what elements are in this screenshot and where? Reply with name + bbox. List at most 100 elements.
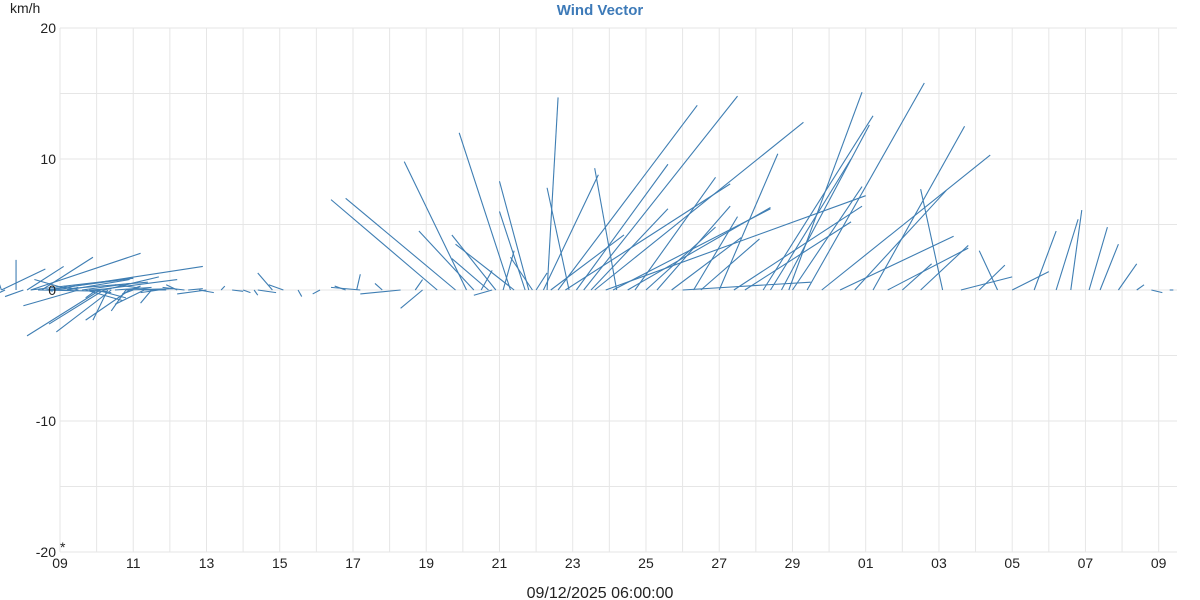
- x-tick-label: 07: [1078, 555, 1094, 571]
- wind-vector-line: [312, 289, 321, 295]
- wind-vector-line: [48, 289, 105, 325]
- x-tick-label: 05: [1004, 555, 1020, 571]
- wind-vector-line: [565, 183, 731, 291]
- wind-vector-line: [41, 256, 94, 291]
- wind-vector-line: [56, 289, 112, 333]
- x-tick-label: 01: [858, 555, 874, 571]
- wind-vector-line: [634, 177, 716, 291]
- wind-vector-line: [114, 284, 156, 291]
- wind-vector-line: [85, 289, 130, 321]
- wind-vector-line: [920, 245, 969, 291]
- wind-vector-line: [0, 284, 2, 291]
- wind-vector-line: [821, 154, 991, 291]
- wind-vector-line: [480, 270, 493, 291]
- wind-vector-line: [645, 226, 716, 291]
- wind-vector-line: [403, 161, 468, 291]
- wind-vector-line: [414, 279, 424, 291]
- wind-vector-line: [220, 285, 226, 291]
- wind-vector-line: [188, 288, 203, 291]
- wind-vector-line: [1117, 263, 1138, 291]
- wind-vector-line: [792, 186, 863, 291]
- wind-vector-line: [455, 243, 515, 291]
- wind-vector-line: [458, 132, 511, 291]
- wind-vector-line: [297, 289, 303, 297]
- wind-vector-line: [114, 289, 145, 305]
- wind-vector-line: [605, 195, 866, 291]
- wind-vector-line: [67, 286, 79, 291]
- wind-vector-line: [400, 289, 423, 309]
- x-tick-label: 29: [785, 555, 801, 571]
- wind-vector-line: [1151, 289, 1163, 294]
- wind-vector-line: [257, 289, 277, 294]
- wind-vector-line: [1033, 230, 1057, 291]
- wind-vector-line: [30, 252, 141, 291]
- wind-vector-line: [1, 268, 46, 291]
- wind-vector-line: [81, 282, 130, 291]
- wind-vector-line: [583, 95, 738, 291]
- wind-vector-line: [901, 263, 932, 291]
- x-tick-label: 25: [638, 555, 654, 571]
- x-tick-label: 17: [345, 555, 361, 571]
- wind-vector-line: [887, 247, 969, 291]
- y-tick-label: -10: [36, 413, 56, 429]
- wind-vector-line: [498, 211, 526, 291]
- wind-vector-line: [762, 115, 874, 291]
- wind-vector-line: [122, 289, 134, 295]
- wind-vector-line: [535, 272, 548, 291]
- wind-vector-line: [656, 205, 731, 291]
- x-tick-label: 09: [52, 555, 68, 571]
- wind-vector-line: [594, 121, 804, 291]
- corner-marker: *: [60, 539, 66, 555]
- y-tick-label: 20: [40, 20, 56, 36]
- wind-vector-line: [671, 237, 742, 291]
- chart-grid: [59, 27, 1177, 553]
- wind-vector-line: [872, 125, 966, 291]
- x-tick-label: 13: [199, 555, 215, 571]
- wind-vector-line: [473, 289, 493, 296]
- x-tick-label: 27: [711, 555, 727, 571]
- wind-vector-line: [839, 235, 954, 291]
- wind-vector-series: [0, 82, 1174, 337]
- wind-vector-line: [1136, 284, 1145, 291]
- wind-vector-line: [30, 277, 134, 291]
- y-axis-ticks: -20 -10 0 10 20: [36, 20, 56, 560]
- wind-vector-line: [546, 187, 570, 291]
- wind-vector-line: [253, 289, 259, 296]
- y-axis-unit: km/h: [10, 0, 40, 16]
- wind-vector-line: [268, 284, 284, 291]
- wind-vector-line: [360, 289, 401, 295]
- wind-vector-line: [744, 221, 852, 291]
- wind-vector-line: [374, 283, 383, 291]
- wind-vector-line: [978, 250, 999, 291]
- wind-vector-line: [780, 124, 870, 291]
- x-tick-label: 03: [931, 555, 947, 571]
- wind-vector-line: [232, 289, 244, 292]
- wind-vector-line: [92, 289, 109, 321]
- wind-vector-line: [23, 289, 79, 307]
- wind-vector-line: [550, 234, 625, 291]
- wind-vector-line: [1011, 271, 1050, 291]
- x-tick-label: 09: [1151, 555, 1167, 571]
- wind-vector-line: [129, 285, 141, 291]
- wind-vector-line: [498, 181, 530, 291]
- wind-vector-line: [0, 289, 6, 293]
- x-tick-label: 11: [126, 555, 141, 571]
- wind-vector-line: [806, 82, 925, 291]
- x-axis-ticks: 09 11 13 15 17 19 21 23 25 27 29 01 03 05 07 09: [52, 555, 1166, 571]
- wind-vector-line: [345, 197, 456, 291]
- wind-vector-line: [788, 91, 863, 291]
- wind-vector-line: [718, 153, 779, 291]
- wind-vector-line: [356, 274, 361, 291]
- wind-vector-line: [67, 278, 130, 291]
- wind-vector-line: [693, 216, 738, 291]
- wind-vector-line: [330, 286, 361, 291]
- wind-vector-line: [330, 199, 438, 291]
- wind-vector-line: [575, 163, 669, 291]
- x-tick-label: 19: [418, 555, 434, 571]
- y-tick-label: 10: [40, 151, 56, 167]
- wind-vector-line: [682, 281, 811, 291]
- wind-vector-line: [1070, 210, 1083, 291]
- wind-vector-line: [451, 234, 497, 291]
- wind-vector-line: [140, 289, 152, 304]
